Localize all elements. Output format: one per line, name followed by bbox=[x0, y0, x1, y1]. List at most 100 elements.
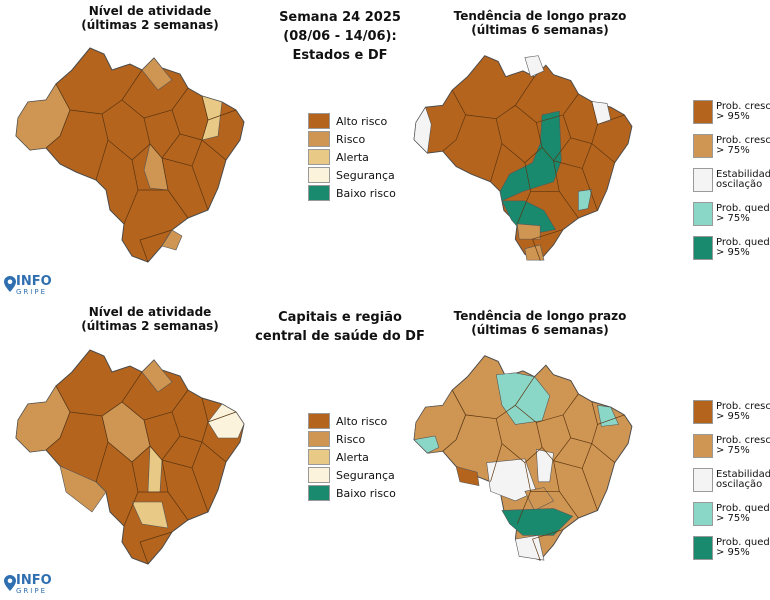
legend-label: Prob. cresc > 95% bbox=[716, 401, 770, 422]
trend-legend-item: Prob. cresc > 95% bbox=[693, 100, 770, 134]
map-border bbox=[515, 93, 579, 123]
legend-swatch bbox=[308, 467, 330, 483]
legend-swatch bbox=[308, 131, 330, 147]
legend-swatch bbox=[308, 485, 330, 501]
map-border bbox=[581, 468, 598, 511]
trend-legend-item: Estabilidade oscilação bbox=[693, 468, 770, 502]
map-border bbox=[559, 491, 579, 519]
legend-item: Risco bbox=[308, 130, 396, 148]
map-region bbox=[413, 435, 440, 454]
map-border bbox=[201, 119, 209, 141]
logo-text-gripe: GRIPE bbox=[16, 288, 47, 296]
logo-text-gripe: GRIPE bbox=[16, 587, 47, 595]
map-border bbox=[121, 389, 189, 421]
legend-swatch bbox=[308, 449, 330, 465]
left-map-title: Nível de atividade (últimas 2 semanas) bbox=[81, 4, 219, 32]
legend-swatch bbox=[693, 236, 713, 260]
map-region bbox=[597, 404, 619, 427]
location-pin-icon bbox=[4, 575, 16, 591]
legend-label: Prob. qued > 95% bbox=[716, 237, 770, 258]
map-region bbox=[524, 487, 554, 511]
legend-label: Alerta bbox=[336, 150, 369, 164]
map-border bbox=[490, 418, 503, 482]
map-border bbox=[139, 229, 173, 263]
map-border bbox=[541, 137, 572, 162]
map-border bbox=[201, 421, 209, 443]
legend-swatch bbox=[308, 185, 330, 201]
map-region bbox=[413, 106, 432, 154]
center-title: Capitais e região central de saúde do DF bbox=[255, 310, 425, 344]
map-outline bbox=[15, 47, 245, 263]
legend-item: Alto risco bbox=[308, 112, 396, 130]
legend-item: Baixo risco bbox=[308, 484, 396, 502]
map-border bbox=[591, 124, 598, 144]
map-border bbox=[107, 117, 151, 161]
map-region bbox=[495, 372, 551, 425]
map-border bbox=[553, 443, 593, 469]
map-border bbox=[442, 414, 466, 452]
legend-label: Prob. qued > 75% bbox=[716, 203, 770, 224]
legend-label: Segurança bbox=[336, 168, 395, 182]
legend-swatch bbox=[308, 413, 330, 429]
legend-label: Prob. qued > 75% bbox=[716, 503, 770, 524]
legend-swatch bbox=[308, 149, 330, 165]
left-map-title: Nível de atividade (últimas 2 semanas) bbox=[81, 305, 219, 333]
map-border bbox=[167, 491, 189, 521]
map-region bbox=[536, 448, 554, 483]
trend-legend-item: Prob. cresc > 75% bbox=[693, 434, 770, 468]
level-legend: Alto risco Risco Alerta Segurança Baixo risc… bbox=[308, 412, 396, 502]
trend-legend-item: Prob. qued > 95% bbox=[693, 536, 770, 570]
legend-label: Alto risco bbox=[336, 414, 388, 428]
legend-swatch bbox=[693, 202, 713, 226]
map-border bbox=[191, 165, 209, 211]
map-border bbox=[591, 424, 598, 444]
legend-label: Risco bbox=[336, 432, 366, 446]
trend-legend-item: Prob. cresc > 95% bbox=[693, 400, 770, 434]
legend-item: Alerta bbox=[308, 148, 396, 166]
trend-legend-item: Prob. qued > 75% bbox=[693, 202, 770, 236]
map-border bbox=[45, 109, 71, 149]
map-border bbox=[562, 114, 615, 163]
legend-swatch bbox=[693, 536, 713, 560]
level-legend: Alto risco Risco Alerta Segurança Baixo risc… bbox=[308, 112, 396, 202]
map-border bbox=[530, 160, 560, 192]
legend-swatch bbox=[308, 113, 330, 129]
legend-item: Alto risco bbox=[308, 412, 396, 430]
map-border bbox=[562, 414, 615, 463]
trend-legend-item: Prob. qued > 75% bbox=[693, 502, 770, 536]
map-region bbox=[524, 55, 545, 78]
map-region bbox=[141, 57, 173, 91]
map-region bbox=[486, 458, 537, 502]
legend-swatch bbox=[693, 134, 713, 158]
map-border bbox=[516, 162, 531, 224]
map-region bbox=[141, 359, 173, 393]
panel-capitals: Nível de atividade (últimas 2 semanas) C… bbox=[0, 300, 770, 600]
trend-map bbox=[413, 355, 633, 561]
map-region bbox=[516, 223, 541, 240]
map-border bbox=[532, 529, 564, 561]
legend-label: Baixo risco bbox=[336, 186, 396, 200]
panel-states: Nível de atividade (últimas 2 semanas) S… bbox=[4, 4, 770, 296]
legend-label: Risco bbox=[336, 132, 366, 146]
trend-legend-item: Prob. cresc > 75% bbox=[693, 134, 770, 168]
logo-text-info: INFO bbox=[16, 573, 52, 588]
legend-label: Alto risco bbox=[336, 114, 388, 128]
map-region bbox=[578, 189, 593, 211]
legend-swatch bbox=[693, 168, 713, 192]
trend-legend: Prob. cresc > 95% Prob. cresc > 75% Estabi… bbox=[693, 400, 770, 570]
map-region bbox=[514, 534, 545, 561]
legend-swatch bbox=[693, 468, 713, 492]
trend-legend-item: Prob. qued > 95% bbox=[693, 236, 770, 270]
trend-legend-item: Estabilidade oscilação bbox=[693, 168, 770, 202]
legend-label: Baixo risco bbox=[336, 486, 396, 500]
activity-level-map bbox=[15, 47, 245, 263]
trend-map bbox=[413, 55, 633, 261]
map-border bbox=[516, 462, 531, 524]
center-title: Semana 24 2025 (08/06 - 14/06): Estados … bbox=[279, 10, 401, 63]
map-region bbox=[501, 200, 556, 236]
map-border bbox=[45, 411, 71, 451]
legend-item: Baixo risco bbox=[308, 184, 396, 202]
location-pin-icon bbox=[4, 276, 16, 292]
map-region bbox=[59, 465, 107, 513]
legend-label: Segurança bbox=[336, 468, 395, 482]
